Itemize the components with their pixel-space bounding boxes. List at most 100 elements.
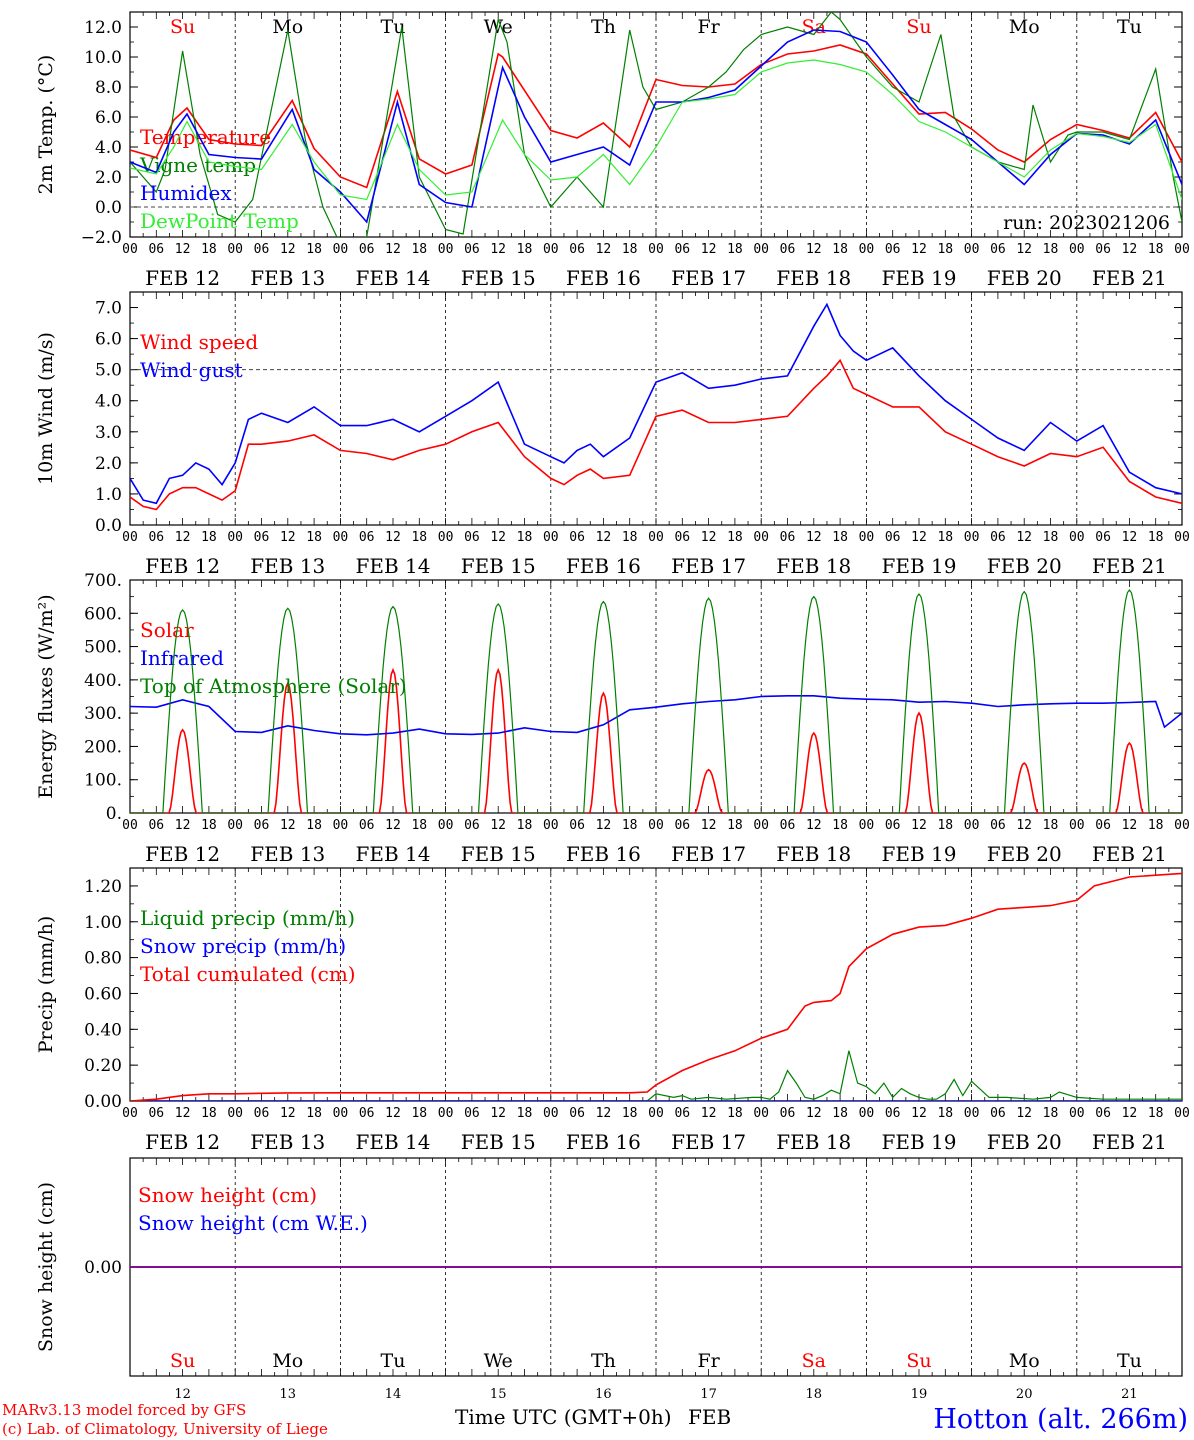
wind-hour-label: 12 — [596, 530, 612, 545]
panel-energy: 0. 100. 200. 300. 400. 500. 600. 700. Energy flu… — [35, 571, 1190, 866]
wind-hour-label: 00 — [648, 530, 664, 545]
wind-hour-label: 06 — [780, 530, 796, 545]
energy-date-label: FEB 12 — [145, 842, 220, 866]
day-abbr-top: Tu — [381, 16, 406, 38]
panel-temperature: −2.0 0.0 2.0 4.0 6.0 8.0 10.0 12.0 2m Temp. (°C)… — [35, 11, 1190, 290]
precip-hour-label: 06 — [990, 1106, 1006, 1121]
energy-hour-label: 00 — [333, 818, 349, 833]
day-number: 19 — [911, 1387, 928, 1402]
energy-hour-label: 00 — [859, 818, 875, 833]
energy-hour-label: 12 — [1122, 818, 1138, 833]
day-abbr-bottom: Th — [591, 1350, 616, 1372]
wind-hour-label: 18 — [727, 530, 743, 545]
wind-hour-label: 00 — [122, 530, 138, 545]
energy-hour-label: 18 — [832, 818, 848, 833]
temperature-hour-label: 06 — [885, 242, 901, 257]
wind-hour-label: 06 — [885, 530, 901, 545]
precip-hour-label: 06 — [464, 1106, 480, 1121]
temperature-y-tick-label: 0.0 — [95, 198, 122, 218]
temperature-hour-label: 06 — [569, 242, 585, 257]
wind-y-tick-label: 4.0 — [95, 392, 122, 412]
temperature-hour-label: 00 — [333, 242, 349, 257]
temperature-date-label: FEB 12 — [145, 266, 220, 290]
temperature-date-label: FEB 18 — [776, 266, 851, 290]
temperature-hour-label: 06 — [780, 242, 796, 257]
temperature-hour-label: 06 — [254, 242, 270, 257]
energy-hour-label: 12 — [806, 818, 822, 833]
wind-hour-label: 12 — [1122, 530, 1138, 545]
precip-date-label: FEB 20 — [987, 1130, 1062, 1154]
day-number: 21 — [1121, 1387, 1138, 1402]
wind-hour-label: 12 — [1016, 530, 1032, 545]
precip-hour-label: 00 — [1174, 1106, 1190, 1121]
energy-hour-label: 18 — [1148, 818, 1164, 833]
wind-hour-label: 00 — [1069, 530, 1085, 545]
energy-hour-label: 00 — [122, 818, 138, 833]
temperature-y-axis-label: 2m Temp. (°C) — [35, 55, 57, 195]
energy-hour-label: 12 — [175, 818, 191, 833]
day-number: 18 — [806, 1387, 823, 1402]
wind-hour-label: 18 — [306, 530, 322, 545]
temperature-hour-label: 18 — [517, 242, 533, 257]
energy-hour-label: 18 — [517, 818, 533, 833]
temperature-hour-label: 00 — [1069, 242, 1085, 257]
precip-hour-label: 00 — [438, 1106, 454, 1121]
precip-date-label: FEB 13 — [250, 1130, 325, 1154]
energy-y-tick-label: 200. — [84, 737, 122, 757]
energy-hour-label: 12 — [490, 818, 506, 833]
wind-hour-label: 18 — [622, 530, 638, 545]
energy-hour-label: 00 — [1174, 818, 1190, 833]
temperature-hour-label: 18 — [201, 242, 217, 257]
snow-y-tick-label: 0.00 — [84, 1258, 122, 1278]
temperature-hour-label: 00 — [964, 242, 980, 257]
energy-hour-label: 06 — [674, 818, 690, 833]
snow-legend-entry: Snow height (cm) — [138, 1183, 317, 1207]
energy-y-tick-label: 700. — [84, 571, 122, 591]
panel-wind: 0.0 1.0 2.0 3.0 4.0 5.0 6.0 7.0 10m Wind (m/s) 00… — [35, 291, 1190, 578]
temperature-hour-label: 18 — [1148, 242, 1164, 257]
precip-hour-label: 06 — [1095, 1106, 1111, 1121]
energy-y-tick-label: 600. — [84, 604, 122, 624]
energy-hour-label: 12 — [701, 818, 717, 833]
wind-hour-label: 18 — [832, 530, 848, 545]
day-abbr-top: We — [484, 16, 513, 38]
wind-hour-label: 06 — [1095, 530, 1111, 545]
wind-y-tick-label: 0.0 — [95, 516, 122, 536]
precip-date-label: FEB 14 — [356, 1130, 431, 1154]
temperature-hour-label: 12 — [385, 242, 401, 257]
temperature-hour-label: 12 — [280, 242, 296, 257]
wind-hour-label: 00 — [543, 530, 559, 545]
temperature-series-line — [130, 59, 1182, 201]
temperature-legend-entry: Temperature — [140, 125, 271, 149]
precip-hour-label: 06 — [359, 1106, 375, 1121]
temperature-y-tick-label: 10.0 — [84, 48, 122, 68]
wind-hour-label: 06 — [569, 530, 585, 545]
x-axis-title: Time UTC (GMT+0h) — [455, 1405, 672, 1429]
day-abbr-bottom: Sa — [802, 1350, 826, 1372]
precip-y-tick-label: 1.20 — [84, 877, 122, 897]
temperature-hour-label: 00 — [753, 242, 769, 257]
energy-hour-label: 00 — [438, 818, 454, 833]
precip-hour-label: 00 — [333, 1106, 349, 1121]
energy-hour-label: 00 — [227, 818, 243, 833]
precip-legend-entry: Total cumulated (cm) — [140, 962, 356, 986]
energy-date-label: FEB 14 — [356, 842, 431, 866]
wind-hour-label: 06 — [990, 530, 1006, 545]
energy-date-label: FEB 16 — [566, 842, 641, 866]
wind-hour-label: 18 — [1043, 530, 1059, 545]
precip-legend-entry: Liquid precip (mm/h) — [140, 906, 355, 930]
precip-hour-label: 00 — [543, 1106, 559, 1121]
month-label: FEB — [688, 1405, 731, 1429]
energy-hour-label: 00 — [543, 818, 559, 833]
precip-hour-label: 12 — [1016, 1106, 1032, 1121]
temperature-series-line — [130, 12, 1182, 237]
temperature-legend-entry: Humidex — [140, 181, 232, 205]
wind-hour-label: 12 — [911, 530, 927, 545]
energy-date-label: FEB 15 — [461, 842, 536, 866]
temperature-date-label: FEB 20 — [987, 266, 1062, 290]
temperature-run-annotation: run: 2023021206 — [1003, 212, 1170, 234]
precip-y-tick-label: 0.20 — [84, 1056, 122, 1076]
day-abbr-bottom: Tu — [1117, 1350, 1142, 1372]
precip-date-label: FEB 17 — [671, 1130, 746, 1154]
temperature-hour-label: 18 — [727, 242, 743, 257]
